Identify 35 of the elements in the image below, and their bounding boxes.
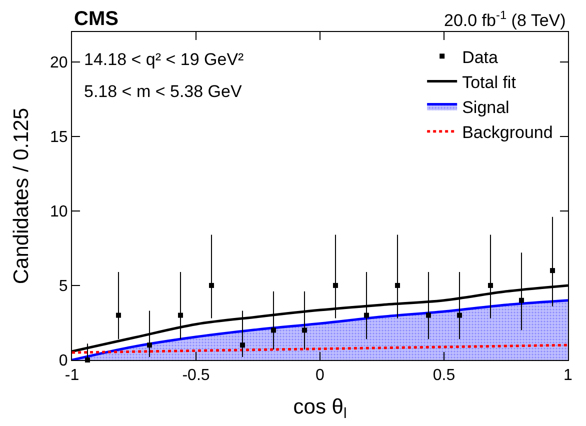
y-tick-label: 5 <box>58 278 68 296</box>
annotation: 14.18 < q² < 19 GeV² <box>84 50 244 69</box>
y-tick-label: 10 <box>50 204 68 221</box>
chart-subtitle: 20.0 fb$^{-1}$ (8 TeV) <box>444 8 566 30</box>
x-tick-label: 1 <box>564 367 573 384</box>
point <box>147 342 152 348</box>
annotation: 5.18 < m < 5.38 GeV <box>84 82 242 101</box>
x-tick-label: 0.5 <box>432 367 456 384</box>
legend-label: Background <box>462 123 553 142</box>
y-tick-label: 0 <box>58 352 68 370</box>
point <box>116 312 121 318</box>
x-tick-label: -1 <box>64 367 80 384</box>
legend-label: Total fit <box>462 72 516 92</box>
y-tick-label: 15 <box>50 128 68 146</box>
x-tick-label: -0.5 <box>182 367 210 384</box>
point <box>550 268 555 274</box>
point <box>364 312 369 318</box>
point <box>240 342 245 348</box>
point <box>488 282 493 288</box>
point <box>519 298 524 303</box>
y-tick-label: 20 <box>50 54 68 72</box>
chart-title: CMS <box>74 8 118 30</box>
y-axis-title: Candidates / 0.125 <box>10 108 34 284</box>
point <box>271 328 276 333</box>
legend-label: Signal <box>462 98 510 117</box>
point <box>302 328 307 333</box>
x-tick-label: 0 <box>316 367 325 384</box>
point <box>333 282 338 288</box>
legend-label: Data <box>462 48 499 67</box>
point <box>457 312 462 318</box>
point <box>395 282 400 288</box>
point <box>209 282 214 288</box>
point <box>178 312 183 318</box>
x-axis-title: cos θ$_{l}$ <box>293 395 347 422</box>
point <box>426 312 431 318</box>
